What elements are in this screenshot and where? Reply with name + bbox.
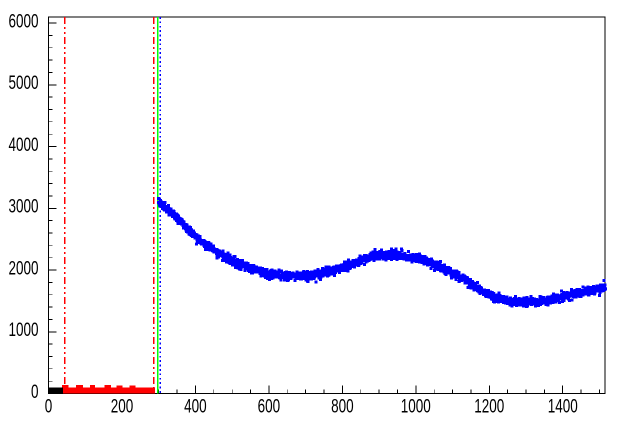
svg-text:200: 200 xyxy=(111,397,133,418)
svg-text:400: 400 xyxy=(184,397,207,418)
svg-text:1000: 1000 xyxy=(9,320,39,341)
svg-text:0: 0 xyxy=(31,382,39,403)
svg-text:1000: 1000 xyxy=(401,397,431,418)
svg-text:6000: 6000 xyxy=(9,11,39,32)
svg-text:800: 800 xyxy=(331,397,354,418)
svg-text:5000: 5000 xyxy=(9,73,39,94)
svg-text:4000: 4000 xyxy=(9,135,39,156)
svg-text:600: 600 xyxy=(258,397,281,418)
svg-text:3000: 3000 xyxy=(9,197,39,218)
svg-text:1400: 1400 xyxy=(548,397,578,418)
svg-text:0: 0 xyxy=(45,397,53,418)
svg-text:2000: 2000 xyxy=(9,258,39,279)
svg-text:1200: 1200 xyxy=(474,397,504,418)
